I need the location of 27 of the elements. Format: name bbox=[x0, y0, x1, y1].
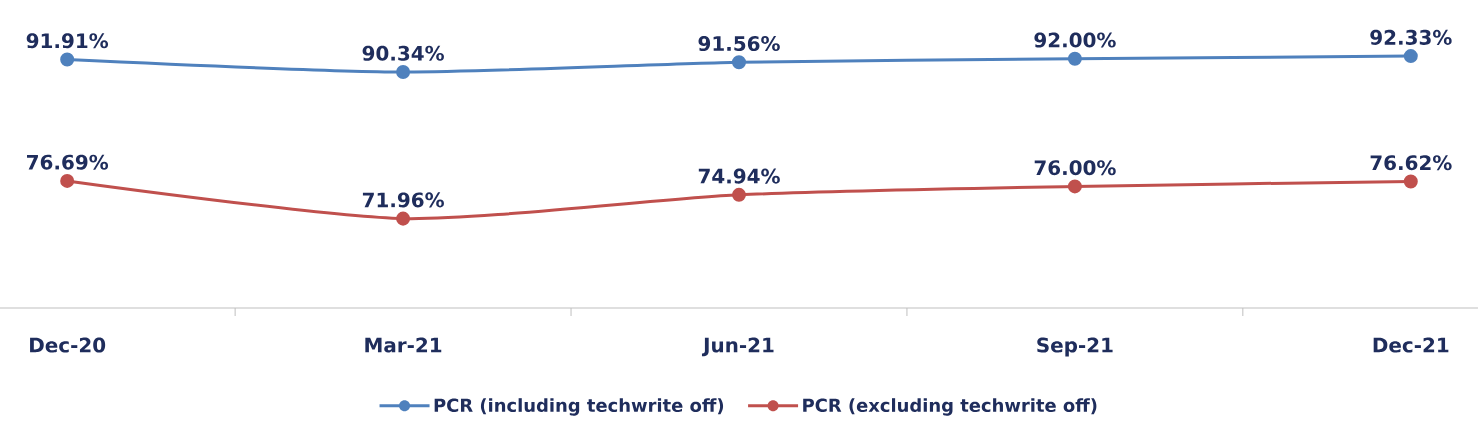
data-label: 76.69% bbox=[27, 154, 109, 170]
point bbox=[1403, 49, 1418, 64]
data-label: 92.33% bbox=[1370, 29, 1452, 45]
x-tick-label: Dec-20 bbox=[30, 337, 106, 353]
data-label: 76.62% bbox=[1370, 155, 1452, 171]
point bbox=[731, 55, 746, 70]
data-label: 74.94% bbox=[698, 168, 780, 184]
x-tick-label: Sep-21 bbox=[1037, 337, 1113, 357]
x-tick-label: Mar-21 bbox=[365, 337, 442, 353]
legend-label: PCR (including techwrite off) bbox=[434, 398, 724, 416]
point bbox=[731, 187, 746, 202]
data-label: 71.96% bbox=[362, 192, 444, 208]
data-label: 91.56% bbox=[698, 36, 780, 52]
data-label: 76.00% bbox=[1034, 160, 1116, 176]
point bbox=[60, 173, 75, 188]
data-label: 91.91% bbox=[26, 33, 109, 49]
point bbox=[1067, 51, 1082, 66]
data-label: 92.00% bbox=[1034, 32, 1116, 48]
data-label: 90.34% bbox=[362, 45, 444, 61]
point bbox=[396, 211, 411, 226]
x-tick-label: Dec-21 bbox=[1373, 337, 1449, 353]
point bbox=[1403, 174, 1418, 189]
point bbox=[1067, 179, 1082, 194]
point bbox=[396, 65, 411, 79]
x-tick-label: Jun-21 bbox=[701, 337, 774, 357]
legend-label: PCR (excluding techwrite off) bbox=[803, 398, 1097, 416]
point bbox=[60, 52, 75, 67]
